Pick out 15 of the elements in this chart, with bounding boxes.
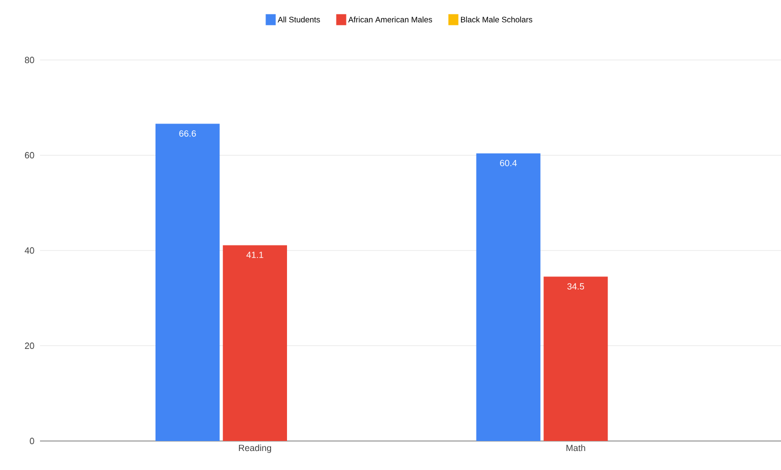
bar <box>476 153 540 441</box>
x-tick-label: Reading <box>238 444 272 453</box>
data-label: 66.6 <box>179 130 196 137</box>
y-tick-label: 20 <box>24 342 34 349</box>
y-tick-label: 60 <box>24 152 34 158</box>
data-label: 34.5 <box>567 283 584 290</box>
y-tick-label: 80 <box>24 56 34 64</box>
bar <box>222 245 288 441</box>
y-tick-label: 40 <box>24 247 34 254</box>
bar <box>544 276 608 441</box>
x-tick-label: Math <box>566 444 586 452</box>
bar <box>155 124 220 441</box>
data-label: 41.1 <box>246 252 264 258</box>
y-tick-label: 0 <box>30 438 34 444</box>
data-label: 60.4 <box>500 160 517 166</box>
